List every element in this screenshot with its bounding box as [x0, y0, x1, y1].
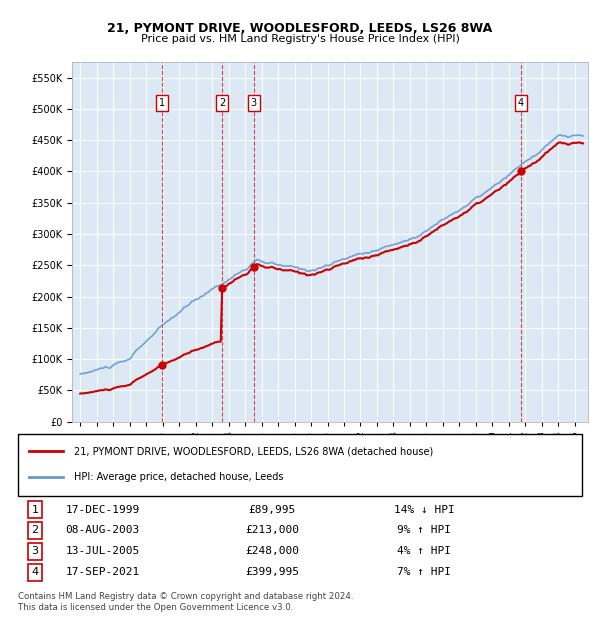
Text: 3: 3 — [31, 546, 38, 556]
Text: £89,995: £89,995 — [248, 505, 295, 515]
Text: 7% ↑ HPI: 7% ↑ HPI — [397, 567, 451, 577]
Text: 14% ↓ HPI: 14% ↓ HPI — [394, 505, 454, 515]
Text: 4% ↑ HPI: 4% ↑ HPI — [397, 546, 451, 556]
Text: 17-SEP-2021: 17-SEP-2021 — [65, 567, 140, 577]
Text: 08-AUG-2003: 08-AUG-2003 — [65, 526, 140, 536]
Text: 9% ↑ HPI: 9% ↑ HPI — [397, 526, 451, 536]
Text: 21, PYMONT DRIVE, WOODLESFORD, LEEDS, LS26 8WA (detached house): 21, PYMONT DRIVE, WOODLESFORD, LEEDS, LS… — [74, 446, 434, 456]
Text: 21, PYMONT DRIVE, WOODLESFORD, LEEDS, LS26 8WA: 21, PYMONT DRIVE, WOODLESFORD, LEEDS, LS… — [107, 22, 493, 35]
Text: £399,995: £399,995 — [245, 567, 299, 577]
Text: 13-JUL-2005: 13-JUL-2005 — [65, 546, 140, 556]
Text: HPI: Average price, detached house, Leeds: HPI: Average price, detached house, Leed… — [74, 472, 284, 482]
Text: 2: 2 — [219, 98, 225, 108]
FancyBboxPatch shape — [18, 434, 582, 496]
Text: 2: 2 — [31, 526, 38, 536]
Text: Contains HM Land Registry data © Crown copyright and database right 2024.
This d: Contains HM Land Registry data © Crown c… — [18, 592, 353, 611]
Text: £213,000: £213,000 — [245, 526, 299, 536]
Text: 17-DEC-1999: 17-DEC-1999 — [65, 505, 140, 515]
Text: 1: 1 — [159, 98, 165, 108]
Text: 4: 4 — [518, 98, 524, 108]
Text: Price paid vs. HM Land Registry's House Price Index (HPI): Price paid vs. HM Land Registry's House … — [140, 34, 460, 44]
Text: 4: 4 — [31, 567, 38, 577]
Text: £248,000: £248,000 — [245, 546, 299, 556]
Text: 3: 3 — [251, 98, 257, 108]
Text: 1: 1 — [31, 505, 38, 515]
